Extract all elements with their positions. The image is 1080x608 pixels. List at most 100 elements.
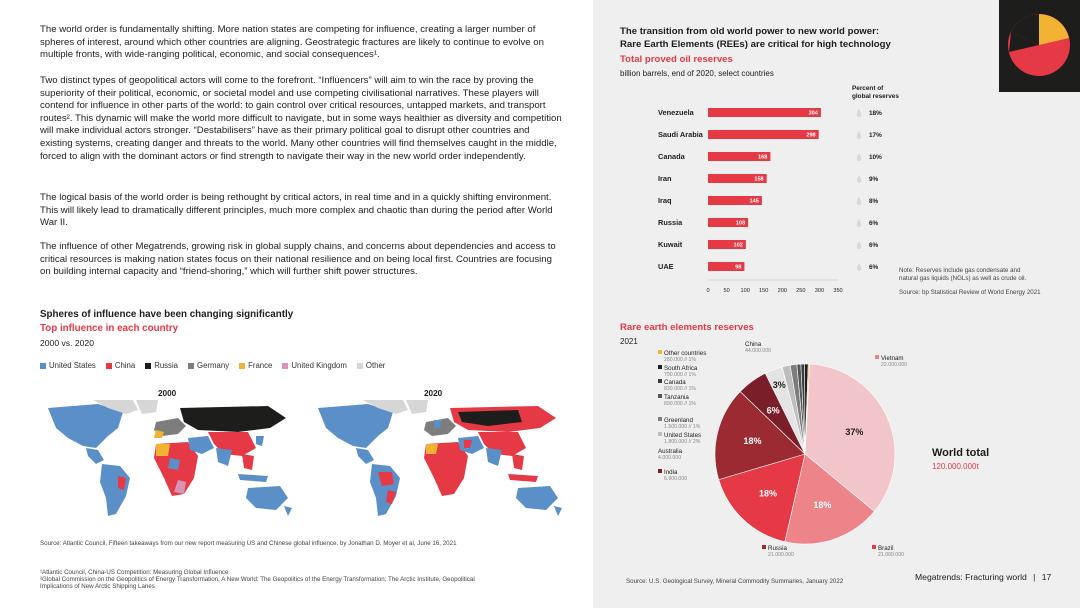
- pct-label: 10%: [869, 154, 882, 161]
- oil-bar: [708, 152, 771, 161]
- bar-category-label: Iraq: [658, 196, 672, 205]
- bar-category-label: Canada: [658, 152, 686, 161]
- paragraph-3: The logical basis of the world order is …: [40, 192, 553, 229]
- pie-value-label: 890.000 // 1%: [664, 401, 696, 407]
- pct-label: 8%: [869, 198, 879, 205]
- pie-value-label: 1.500.000 // 1%: [664, 424, 701, 430]
- pie-pct-label: 18%: [813, 500, 831, 510]
- brand-logo: [999, 0, 1080, 92]
- pie-value-label: 4.000.000: [658, 455, 681, 461]
- pie-value-label: 44.000.000: [745, 348, 771, 354]
- oil-drop-icon: [856, 109, 862, 117]
- bar-value-label: 168: [758, 155, 767, 161]
- ree-unit: 2021: [620, 337, 638, 346]
- pie-pct-label: 6%: [767, 405, 780, 415]
- ree-source: Source: U.S. Geological Survey, Mineral …: [626, 578, 844, 585]
- oil-drop-icon: [856, 175, 862, 183]
- left-panel: The world order is fundamentally shiftin…: [40, 24, 562, 590]
- pie-value-label: 830.000 // 1%: [664, 386, 696, 392]
- x-tick-label: 300: [815, 288, 824, 294]
- map-2000-shapes: [48, 400, 292, 516]
- pie-slice: [804, 363, 896, 512]
- bar-category-label: Venezuela: [658, 108, 695, 117]
- pie-label-marker: [658, 350, 662, 354]
- oil-bar-chart: Percent of global reserves Venezuela 304 1…: [658, 85, 899, 294]
- pct-label: 17%: [869, 132, 882, 139]
- pie-country-label: South Africa: [664, 365, 698, 372]
- pie-label-marker: [875, 355, 879, 359]
- ree-header: Rare earth elements reserves 2021: [620, 322, 754, 346]
- page-footer: Megatrends: Fracturing world | 17: [915, 572, 1051, 582]
- oil-drop-icon: [856, 131, 862, 139]
- footer-title: Megatrends: Fracturing world: [915, 572, 1027, 582]
- maps-title: Spheres of influence have been changing …: [40, 309, 294, 320]
- oil-bar: [708, 130, 819, 139]
- legend-item: United Kingdom: [282, 361, 347, 370]
- pie-label-marker: [658, 417, 662, 421]
- world-total-label: World total: [932, 447, 990, 459]
- pct-label: 18%: [869, 110, 882, 117]
- bar-value-label: 108: [736, 221, 745, 227]
- legend-swatch: [145, 362, 152, 369]
- bar-value-label: 158: [754, 177, 763, 183]
- legend-label: China: [114, 361, 136, 370]
- oil-bar: [708, 218, 749, 227]
- maps-legend: United States China Russia Germany France Uni…: [40, 361, 385, 370]
- oil-bar: [708, 174, 767, 183]
- oil-unit: billion barrels, end of 2020, select cou…: [620, 69, 774, 78]
- legend-swatch: [282, 362, 289, 369]
- pie-country-label: Canada: [664, 379, 686, 386]
- bar-category-label: Kuwait: [658, 240, 683, 249]
- pie-label-marker: [658, 469, 662, 473]
- legend-label: Russia: [154, 361, 179, 370]
- paragraph-2: Two distinct types of geopolitical actor…: [40, 75, 562, 162]
- bar-category-label: Saudi Arabia: [658, 130, 704, 139]
- oil-source: Source: bp Statistical Review of World E…: [899, 289, 1041, 296]
- footnote-1: ¹Atlantic Council, China-US Competition:…: [40, 569, 229, 576]
- bar-value-label: 304: [809, 111, 819, 117]
- pie-label-marker: [658, 379, 662, 383]
- pct-header-1: Percent of: [852, 85, 884, 92]
- bar-value-label: 145: [750, 199, 759, 205]
- pie-country-label: United States: [664, 432, 701, 439]
- x-tick-label: 100: [740, 288, 749, 294]
- legend-swatch: [356, 362, 363, 369]
- world-map-2020: [318, 400, 562, 516]
- pct-label: 6%: [869, 242, 879, 249]
- pie-label-marker: [762, 545, 766, 549]
- bar-value-label: 298: [806, 133, 815, 139]
- x-tick-label: 0: [706, 288, 709, 294]
- paragraph-1: The world order is fundamentally shiftin…: [40, 24, 544, 61]
- legend-label: United Kingdom: [291, 361, 347, 370]
- x-tick-label: 350: [833, 288, 842, 294]
- right-panel: The transition from old world power to n…: [593, 0, 1080, 608]
- x-tick-label: 50: [723, 288, 729, 294]
- legend-item: Germany: [188, 361, 229, 370]
- oil-drop-icon: [856, 153, 862, 161]
- map-2000-label: 2000: [158, 389, 177, 398]
- pie-country-label: Greenland: [664, 417, 693, 424]
- bar-value-label: 98: [735, 265, 741, 271]
- right-header: The transition from old world power to n…: [620, 26, 891, 78]
- x-tick-label: 200: [778, 288, 787, 294]
- oil-drop-icon: [856, 219, 862, 227]
- legend-label: Other: [365, 361, 386, 370]
- bar-value-label: 102: [734, 243, 743, 249]
- map-2020-label: 2020: [424, 389, 443, 398]
- legend-label: France: [248, 361, 273, 370]
- legend-swatch: [239, 362, 246, 369]
- pie-value-label: 6.900.000: [664, 476, 687, 482]
- pie-country-label: Russia: [768, 545, 787, 552]
- legend-item: France: [239, 361, 272, 370]
- logo-icon: [1008, 14, 1070, 76]
- bar-category-label: Russia: [658, 218, 683, 227]
- legend-item: Russia: [145, 361, 178, 370]
- footnote-3: Implications of New Arctic Shipping Lane…: [40, 583, 155, 590]
- oil-drop-icon: [856, 263, 862, 271]
- pie-country-label: Vietnam: [881, 355, 904, 362]
- x-tick-label: 150: [759, 288, 768, 294]
- right-header-line-2: Rare Earth Elements (REEs) are critical …: [620, 39, 891, 50]
- oil-note-line-1: Note: Reserves include gas condensate an…: [899, 267, 1021, 274]
- map-2020-shapes: [318, 400, 562, 516]
